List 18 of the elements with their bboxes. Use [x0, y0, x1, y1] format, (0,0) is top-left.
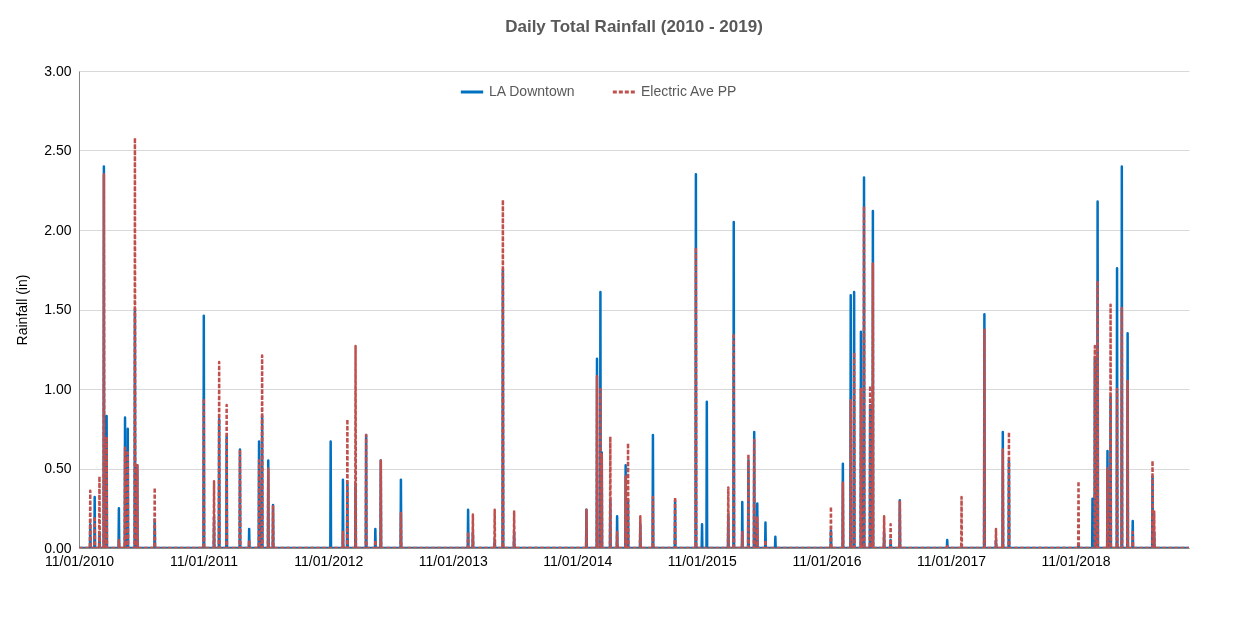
- chart-title: Daily Total Rainfall (2010 - 2019): [505, 17, 763, 36]
- y-tick-label: 2.50: [44, 142, 72, 158]
- x-tick-label: 11/01/2016: [792, 552, 862, 569]
- x-tick-label: 11/01/2018: [1041, 552, 1111, 569]
- legend-label: LA Downtown: [489, 83, 575, 99]
- y-tick-label: 1.50: [44, 301, 72, 317]
- x-tick-label: 11/01/2014: [543, 552, 613, 569]
- y-tick-label: 0.50: [44, 460, 72, 476]
- y-tick-label: 2.00: [44, 221, 72, 238]
- y-tick-label: 1.00: [44, 380, 72, 397]
- y-tick-label: 3.00: [44, 62, 72, 79]
- x-tick-label: 11/01/2011: [169, 552, 239, 569]
- x-tick-label: 11/01/2015: [667, 552, 737, 569]
- legend-label: Electric Ave PP: [641, 83, 737, 99]
- x-tick-label: 11/01/2013: [418, 552, 488, 569]
- x-tick-label: 11/01/2012: [294, 552, 364, 569]
- y-axis-title: Rainfall (in): [14, 274, 31, 346]
- x-tick-label: 11/01/2017: [916, 552, 987, 569]
